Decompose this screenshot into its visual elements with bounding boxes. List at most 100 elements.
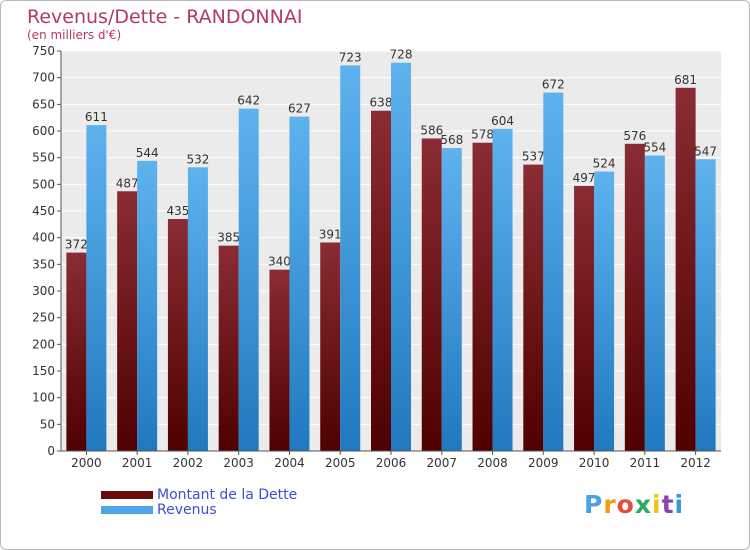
x-tick-label: 2010 (579, 456, 610, 470)
y-tick-label: 400 (32, 231, 55, 245)
y-tick-label: 100 (32, 391, 55, 405)
legend-label-revenus: Revenus (157, 501, 217, 518)
data-label-revenus: 547 (694, 144, 717, 158)
y-tick-label: 650 (32, 97, 55, 111)
data-label-dette: 487 (116, 176, 139, 190)
bar-dette (675, 87, 696, 452)
data-label-dette: 340 (268, 255, 291, 269)
data-label-revenus: 532 (186, 152, 209, 166)
y-tick-label: 250 (32, 311, 55, 325)
logo-letter: x (634, 490, 652, 519)
bar-revenus (86, 125, 107, 451)
y-tick-label: 550 (32, 151, 55, 165)
x-tick-label: 2009 (528, 456, 559, 470)
bar-dette (472, 142, 493, 451)
data-label-dette: 385 (217, 231, 240, 245)
y-tick-label: 700 (32, 71, 55, 85)
data-label-revenus: 611 (85, 110, 108, 124)
bar-revenus (391, 62, 411, 451)
bars-layer: 372 611 487 544 435 532 385 642 340 627 391 723 638 7… (65, 48, 717, 452)
logo-letter: o (616, 490, 635, 519)
data-label-dette: 372 (65, 238, 88, 252)
y-tick-label: 0 (47, 444, 55, 458)
bar-dette (167, 219, 188, 451)
logo-letter: P (584, 490, 604, 519)
bar-revenus (644, 155, 665, 452)
bar-revenus (492, 128, 513, 451)
x-tick-label: 2002 (173, 456, 204, 470)
bar-dette (117, 191, 138, 451)
data-label-dette: 497 (573, 171, 596, 185)
bar-revenus (594, 171, 615, 452)
legend-item-revenus: Revenus (101, 501, 297, 518)
y-tick-label: 500 (32, 177, 55, 191)
data-label-revenus: 642 (237, 94, 260, 108)
data-label-revenus: 672 (542, 78, 565, 92)
bar-revenus (340, 65, 361, 452)
data-label-dette: 391 (319, 227, 342, 241)
bar-revenus (137, 160, 158, 451)
bar-dette (269, 269, 290, 451)
x-tick-label: 2011 (630, 456, 661, 470)
data-label-revenus: 627 (288, 102, 311, 116)
data-label-revenus: 723 (339, 50, 362, 64)
x-tick-label: 2006 (376, 456, 407, 470)
y-tick-label: 350 (32, 257, 55, 271)
bar-dette (574, 185, 595, 451)
legend-label-dette: Montant de la Dette (157, 486, 298, 503)
logo-letter: t (661, 490, 675, 519)
data-label-revenus: 524 (593, 157, 616, 171)
logo-letter: r (603, 490, 617, 519)
bar-revenus (289, 116, 310, 451)
data-label-revenus: 728 (390, 48, 413, 62)
bar-dette (624, 143, 645, 452)
x-tick-label: 2000 (71, 456, 102, 470)
x-tick-label: 2012 (680, 456, 711, 470)
data-label-revenus: 554 (643, 141, 666, 155)
x-tick-label: 2001 (122, 456, 153, 470)
bar-dette (421, 138, 442, 451)
y-tick-label: 450 (32, 204, 55, 218)
proxiti-logo: Proxiti (584, 490, 684, 519)
bar-revenus (695, 159, 716, 451)
legend-swatch-revenus (101, 505, 153, 514)
y-tick-label: 150 (32, 364, 55, 378)
bar-revenus (543, 92, 564, 451)
data-label-dette: 638 (370, 96, 393, 110)
x-tick-label: 2004 (274, 456, 305, 470)
bar-revenus (238, 108, 259, 451)
legend: Montant de la Dette Revenus (101, 486, 298, 518)
y-tick-label: 600 (32, 124, 55, 138)
data-label-dette: 586 (420, 123, 443, 137)
bar-dette (523, 164, 544, 451)
x-tick-label: 2007 (426, 456, 457, 470)
legend-item-dette: Montant de la Dette (101, 486, 298, 503)
y-tick-label: 750 (32, 44, 55, 58)
y-tick-label: 200 (32, 337, 55, 351)
bar-revenus (441, 148, 462, 452)
y-tick-label: 50 (40, 417, 55, 431)
chart-subtitle: (en milliers d'€) (27, 28, 122, 42)
data-label-revenus: 544 (136, 146, 159, 160)
chart-title: Revenus/Dette - RANDONNAI (27, 6, 303, 28)
bar-dette (66, 252, 87, 451)
data-label-dette: 576 (623, 129, 646, 143)
bar-revenus (187, 167, 208, 451)
data-label-dette: 435 (166, 204, 189, 218)
logo-letter: i (674, 490, 685, 519)
data-label-dette: 681 (674, 73, 697, 87)
data-label-revenus: 604 (491, 114, 514, 128)
data-label-revenus: 568 (440, 133, 463, 147)
data-label-dette: 537 (522, 150, 545, 164)
legend-swatch-dette (101, 490, 153, 499)
x-tick-label: 2005 (325, 456, 356, 470)
logo-letter: i (652, 490, 662, 519)
x-tick-label: 2003 (223, 456, 254, 470)
x-tick-label: 2008 (477, 456, 508, 470)
bar-dette (371, 110, 391, 451)
axis-layer: 0 50 100 150 200 250 300 350 400 450 500 550 600 650 7… (32, 44, 721, 470)
data-label-dette: 578 (471, 128, 494, 142)
y-tick-label: 300 (32, 284, 55, 298)
bar-dette (320, 242, 341, 451)
